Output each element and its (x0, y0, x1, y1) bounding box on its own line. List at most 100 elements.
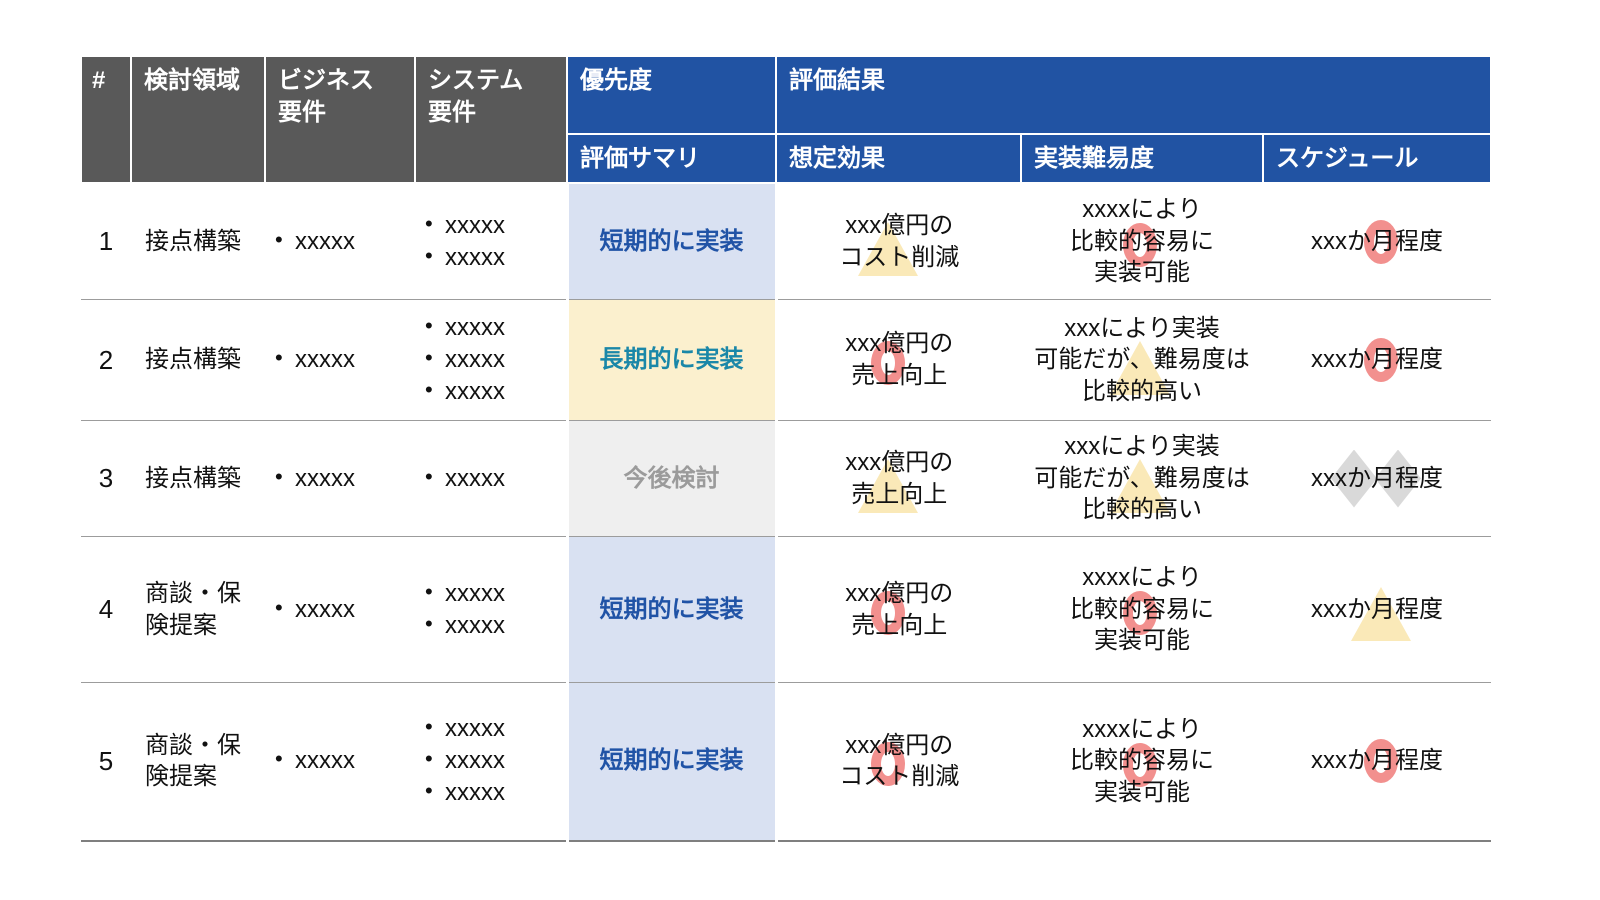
header-priority-summary-label: 評価サマリ (580, 145, 700, 172)
cell-schedule: xxxか月程度 (1263, 682, 1491, 842)
bullet-item: xxxxx (271, 227, 409, 256)
triangle-rating-icon (1351, 586, 1412, 641)
header-result: 評価結果 (775, 55, 1492, 135)
bullet-item: xxxxx (421, 313, 560, 342)
cell-system: xxxxx (415, 420, 567, 537)
bullet-item: xxxxx (421, 211, 560, 240)
system-bullet-list: xxxxx (421, 464, 560, 493)
cell-business: xxxxx (265, 536, 415, 683)
header-system: システム 要件 (414, 55, 568, 184)
cell-difficulty: xxxxにより 比較的容易に 実装可能 (1021, 682, 1263, 842)
cell-row-number: 5 (81, 682, 131, 842)
cell-business: xxxxx (265, 299, 415, 421)
effect-text: xxx億円の コスト削減 (839, 211, 960, 271)
cell-area: 接点構築 (131, 420, 265, 537)
circle-rating-icon (1122, 591, 1157, 636)
cell-schedule: xxxか月程度 (1263, 299, 1491, 421)
priority-label: 短期的に実装 (599, 227, 744, 255)
header-result-label: 評価結果 (789, 67, 885, 94)
header-priority-summary: 評価サマリ (566, 133, 777, 184)
business-bullet-list: xxxxx (271, 227, 409, 256)
table-row: 3 接点構築 xxxxx xxxxx 今後検討 xxx億円の 売上向上 xxxに… (81, 420, 1491, 537)
bullet-item: xxxxx (421, 579, 560, 608)
bullet-item: xxxxx (421, 714, 560, 743)
cell-system: xxxxx xxxxx (415, 536, 567, 683)
system-bullet-list: xxxxx xxxxx xxxxx (421, 714, 560, 807)
bullet-item: xxxxx (421, 377, 560, 406)
bullet-item: xxxxx (421, 243, 560, 272)
circle-rating-icon (1364, 219, 1399, 264)
effect-text: xxx億円の 売上向上 (845, 330, 954, 390)
cell-business: xxxxx (265, 420, 415, 537)
cell-difficulty: xxxにより実装 可能だが、難易度は 比較的高い (1021, 299, 1263, 421)
cell-priority: 今後検討 (565, 420, 778, 537)
circle-rating-icon (870, 742, 905, 787)
header-schedule: スケジュール (1262, 133, 1492, 184)
business-bullet-list: xxxxx (271, 595, 409, 624)
header-difficulty-label: 実装難易度 (1034, 145, 1154, 172)
header-area-label: 検討領域 (144, 67, 240, 94)
priority-label: 今後検討 (623, 464, 720, 492)
priority-label: 長期的に実装 (599, 346, 744, 374)
table-row: 1 接点構築 xxxxx xxxxx xxxxx 短期的に実装 xxx億円の コ… (81, 182, 1491, 300)
bullet-item: xxxxx (421, 345, 560, 374)
cell-row-number: 4 (81, 536, 131, 683)
cell-system: xxxxx xxxxx xxxxx (415, 682, 567, 842)
header-priority-label: 優先度 (580, 67, 652, 94)
header-business-label: ビジネス 要件 (278, 67, 374, 126)
schedule-text: xxxか月程度 (1311, 227, 1443, 255)
effect-text: xxx億円の 売上向上 (845, 448, 954, 508)
cell-difficulty: xxxxにより 比較的容易に 実装可能 (1021, 536, 1263, 683)
bullet-item: xxxxx (421, 746, 560, 775)
cell-priority: 短期的に実装 (565, 182, 778, 300)
schedule-text: xxxか月程度 (1311, 464, 1443, 492)
difficulty-text: xxxにより実装 可能だが、難易度は 比較的高い (1034, 433, 1250, 524)
system-bullet-list: xxxxx xxxxx (421, 211, 560, 272)
cell-effect: xxx億円の 売上向上 (776, 420, 1021, 537)
triangle-rating-icon (857, 458, 918, 513)
cell-row-number: 2 (81, 299, 131, 421)
cell-schedule: xxxか月程度 (1263, 182, 1491, 300)
cell-area: 商談・保険提案 (131, 682, 265, 842)
table-row: 2 接点構築 xxxxx xxxxx xxxxx xxxxx 長期的に実装 xx… (81, 299, 1491, 421)
cell-priority: 短期的に実装 (565, 682, 778, 842)
difficulty-text: xxxxにより 比較的容易に 実装可能 (1070, 715, 1214, 807)
table-row: 4 商談・保険提案 xxxxx xxxxx xxxxx 短期的に実装 xxx億円… (81, 536, 1491, 683)
evaluation-table: # 検討領域 ビジネス 要件 システム 要件 優先度 評価結果 評価サマリ 想定… (80, 55, 1492, 842)
difficulty-text: xxxにより実装 可能だが、難易度は 比較的高い (1034, 314, 1250, 405)
system-bullet-list: xxxxx xxxxx xxxxx (421, 313, 560, 406)
system-bullet-list: xxxxx xxxxx (421, 579, 560, 640)
circle-rating-icon (1364, 739, 1399, 784)
bullet-item: xxxxx (421, 464, 560, 493)
schedule-text: xxxか月程度 (1311, 747, 1443, 775)
schedule-text: xxxか月程度 (1311, 595, 1443, 623)
difficulty-text: xxxxにより 比較的容易に 実装可能 (1070, 196, 1214, 287)
header-business: ビジネス 要件 (264, 55, 416, 184)
cell-area: 商談・保険提案 (131, 536, 265, 683)
bullet-item: xxxxx (421, 611, 560, 640)
cell-system: xxxxx xxxxx xxxxx (415, 299, 567, 421)
cell-row-number: 3 (81, 420, 131, 537)
business-bullet-list: xxxxx (271, 345, 409, 374)
header-effect: 想定効果 (775, 133, 1022, 184)
cell-difficulty: xxxxにより 比較的容易に 実装可能 (1021, 182, 1263, 300)
header-difficulty: 実装難易度 (1020, 133, 1264, 184)
bullet-item: xxxxx (271, 464, 409, 493)
header-number-label: # (92, 67, 106, 94)
cell-system: xxxxx xxxxx (415, 182, 567, 300)
table-header: # 検討領域 ビジネス 要件 システム 要件 優先度 評価結果 評価サマリ 想定… (80, 55, 1492, 184)
cell-priority: 長期的に実装 (565, 299, 778, 421)
cell-schedule: xxxか月程度 (1263, 536, 1491, 683)
cell-difficulty: xxxにより実装 可能だが、難易度は 比較的高い (1021, 420, 1263, 537)
triangle-rating-icon (1109, 340, 1170, 395)
cell-schedule: xxxか月程度 (1263, 420, 1491, 537)
cell-effect: xxx億円の コスト削減 (776, 182, 1021, 300)
cell-area: 接点構築 (131, 182, 265, 300)
triangle-rating-icon (857, 221, 918, 276)
cell-row-number: 1 (81, 182, 131, 300)
priority-label: 短期的に実装 (599, 747, 744, 775)
circle-rating-icon (870, 590, 905, 635)
effect-text: xxx億円の コスト削減 (839, 731, 960, 791)
difficulty-text: xxxxにより 比較的容易に 実装可能 (1070, 564, 1214, 655)
